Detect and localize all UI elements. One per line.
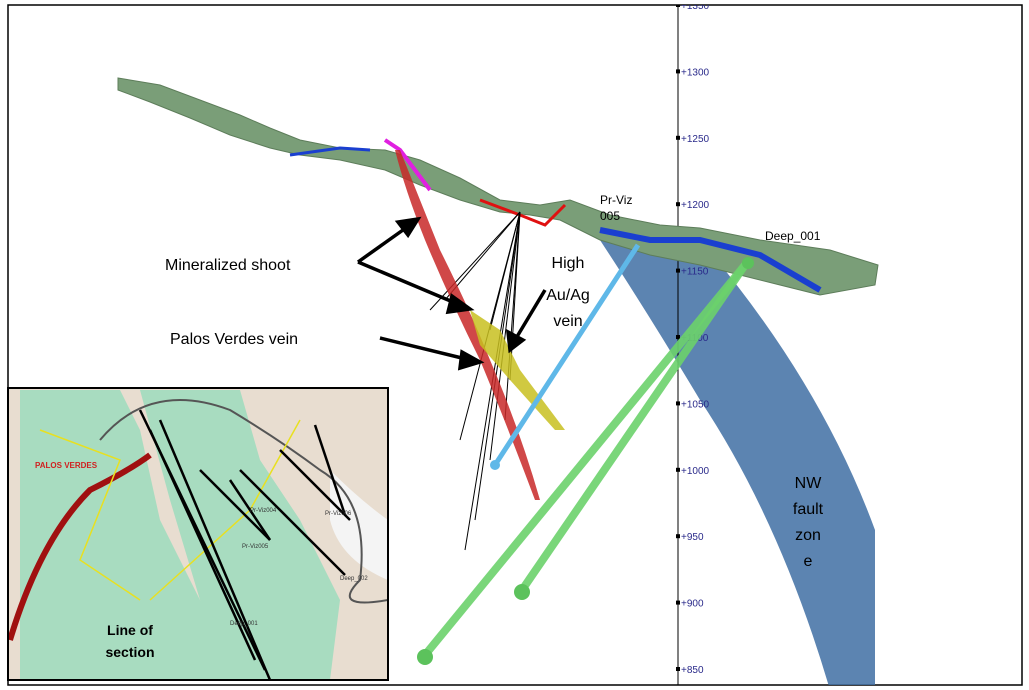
hole-end [490,460,500,470]
hole-label: 005 [600,209,620,223]
elevation-label: +1150 [681,267,709,278]
inset-label: Pr-Viz006 [325,511,352,517]
hole-end [514,584,530,600]
elevation-tick [676,667,680,671]
annotation: Palos Verdes vein [170,331,298,348]
inset-map: PALOS VERDES Pr-Viz006 Pr-Viz004 Pr-Viz0… [8,388,388,680]
elevation-label: +1050 [681,399,710,410]
inset-annotation: section [105,644,154,660]
elevation-tick [676,468,680,472]
inset-label: Pr-Viz004 [250,508,277,514]
elevation-tick [676,401,680,405]
inset-label: Deep_002 [340,576,368,582]
annotation: NW [795,475,823,492]
hole-label: Deep_001 [765,229,821,243]
annotation: vein [553,313,582,330]
elevation-label: +950 [681,532,704,543]
annotation: Au/Ag [546,287,590,304]
elevation-tick [676,601,680,605]
annotation: e [804,553,813,570]
elevation-tick [676,269,680,273]
annotation: Mineralized shoot [165,257,291,274]
elevation-tick [676,202,680,206]
inset-title: PALOS VERDES [35,461,98,470]
hole-label: Pr-Viz [600,193,632,207]
elevation-label: +850 [681,665,704,676]
annotation: High [552,255,585,272]
inset-annotation: Line of [107,622,153,638]
elevation-label: +900 [681,599,704,610]
elevation-tick [676,534,680,538]
elevation-tick [676,3,680,7]
elevation-label: +1000 [681,466,710,477]
elevation-label: +1350 [681,1,710,12]
elevation-label: +1250 [681,134,710,145]
inset-label: Deep_001 [230,621,258,627]
annotation: fault [793,501,824,518]
hole-end [417,649,433,665]
elevation-tick [676,69,680,73]
figure: +1350+1300+1250+1200+1150+1100+1050+1000… [0,0,1029,690]
elevation-label: +1200 [681,200,710,211]
elevation-label: +1300 [681,67,710,78]
elevation-tick [676,136,680,140]
annotation: zon [795,527,821,544]
hole-collar [742,257,754,269]
elevation-tick [676,335,680,339]
inset-label: Pr-Viz005 [242,544,269,550]
